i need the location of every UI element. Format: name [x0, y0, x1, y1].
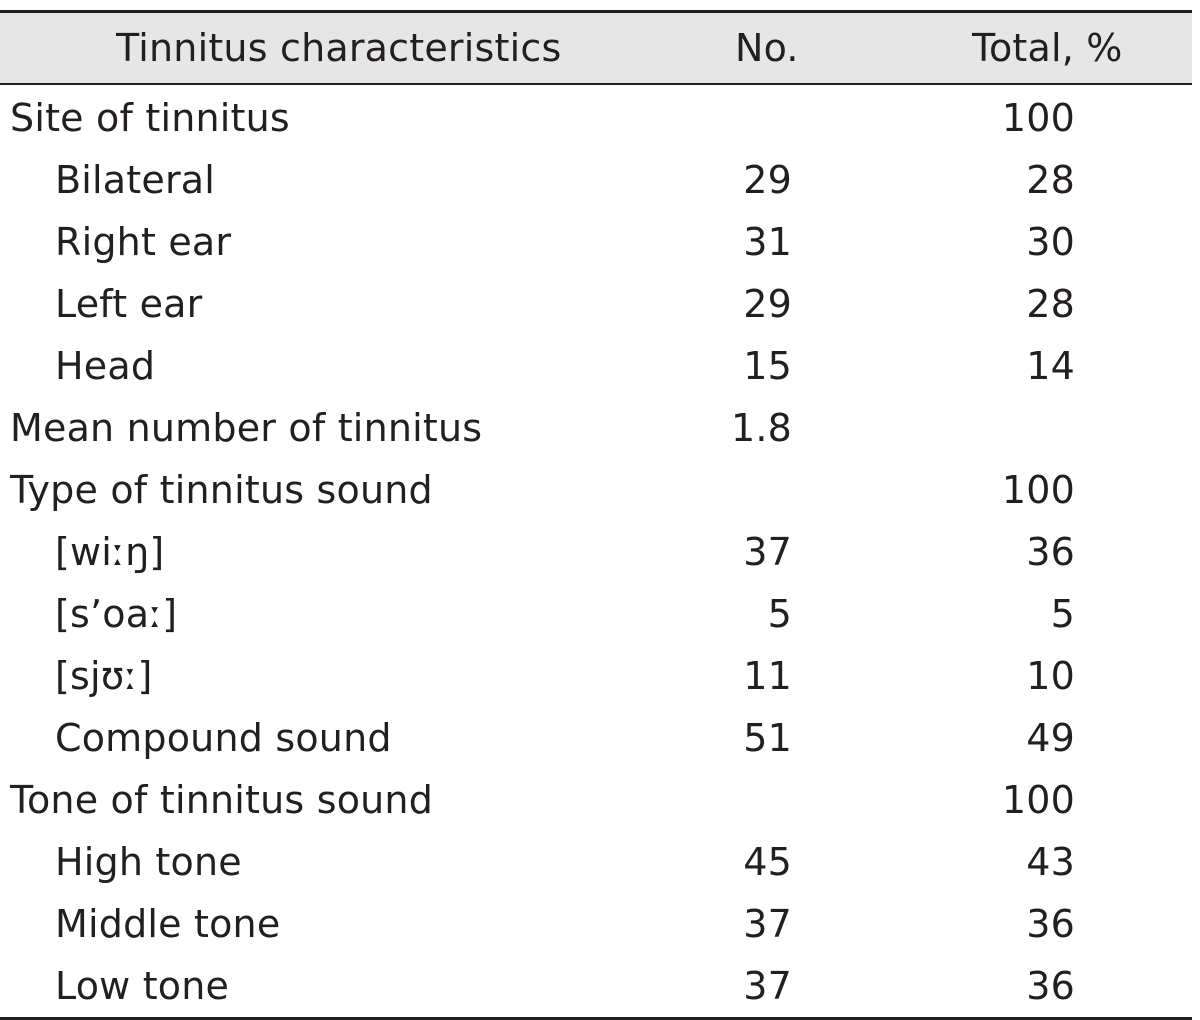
row-section-label: Type of tinnitus sound: [10, 468, 433, 512]
row-total-value: 36: [1026, 530, 1075, 574]
row-no-value: 1.8: [730, 406, 792, 450]
row-sub-label: Compound sound: [55, 716, 392, 760]
table-row: Mean number of tinnitus 1.8: [0, 397, 1192, 459]
row-sub-label: [wiːŋ]: [55, 530, 165, 574]
row-total-value: 36: [1026, 964, 1075, 1008]
row-sub-label: Low tone: [55, 964, 230, 1008]
row-no-value: 5: [767, 592, 792, 636]
table-row: Head 15 14: [0, 335, 1192, 397]
row-section-label: Tone of tinnitus sound: [10, 778, 434, 822]
table-row: Low tone 37 36: [0, 955, 1192, 1017]
table-row: [s’oaː] 5 5: [0, 583, 1192, 645]
table-body: Site of tinnitus 100 Bilateral 29 28 Right ea…: [0, 85, 1192, 1017]
row-total-value: 100: [1001, 468, 1075, 512]
table-top-rule: [0, 10, 1192, 13]
row-no-value: 29: [743, 158, 792, 202]
row-no-value: 11: [743, 654, 792, 698]
table-row: Left ear 29 28: [0, 273, 1192, 335]
row-no-value: 15: [743, 344, 792, 388]
table-row: Bilateral 29 28: [0, 149, 1192, 211]
row-total-value: 30: [1026, 220, 1075, 264]
row-total-value: 5: [1050, 592, 1075, 636]
row-no-value: 31: [743, 220, 792, 264]
row-total-value: 10: [1026, 654, 1075, 698]
row-no-value: 37: [743, 964, 792, 1008]
table-row: Site of tinnitus 100: [0, 87, 1192, 149]
row-sub-label: Middle tone: [55, 902, 281, 946]
row-total-value: 100: [1001, 96, 1075, 140]
row-section-label: Mean number of tinnitus: [10, 406, 483, 450]
row-no-value: 51: [743, 716, 792, 760]
header-characteristics: Tinnitus characteristics: [116, 26, 562, 70]
row-sub-label: High tone: [55, 840, 242, 884]
row-total-value: 49: [1026, 716, 1075, 760]
row-total-value: 14: [1026, 344, 1075, 388]
row-total-value: 36: [1026, 902, 1075, 946]
table-row: Right ear 31 30: [0, 211, 1192, 273]
row-total-value: 28: [1026, 282, 1075, 326]
row-sub-label: [sjʊː]: [55, 654, 153, 698]
header-total: Total, %: [972, 26, 1123, 70]
table-row: Middle tone 37 36: [0, 893, 1192, 955]
row-no-value: 45: [743, 840, 792, 884]
row-total-value: 28: [1026, 158, 1075, 202]
table-header: Tinnitus characteristics No. Total, %: [0, 13, 1192, 83]
row-no-value: 37: [743, 530, 792, 574]
row-sub-label: Head: [55, 344, 156, 388]
tinnitus-characteristics-table: Tinnitus characteristics No. Total, % Si…: [0, 10, 1192, 1020]
row-sub-label: [s’oaː]: [55, 592, 178, 636]
table-row: [wiːŋ] 37 36: [0, 521, 1192, 583]
row-no-value: 37: [743, 902, 792, 946]
table-row: [sjʊː] 11 10: [0, 645, 1192, 707]
row-sub-label: Bilateral: [55, 158, 216, 202]
table-row: Tone of tinnitus sound 100: [0, 769, 1192, 831]
row-sub-label: Left ear: [55, 282, 203, 326]
table-row: High tone 45 43: [0, 831, 1192, 893]
row-sub-label: Right ear: [55, 220, 232, 264]
table-row: Type of tinnitus sound 100: [0, 459, 1192, 521]
row-total-value: 43: [1026, 840, 1075, 884]
header-no: No.: [735, 26, 799, 70]
table-row: Compound sound 51 49: [0, 707, 1192, 769]
row-section-label: Site of tinnitus: [10, 96, 290, 140]
header-rule: [0, 83, 1192, 85]
row-total-value: 100: [1001, 778, 1075, 822]
row-no-value: 29: [743, 282, 792, 326]
